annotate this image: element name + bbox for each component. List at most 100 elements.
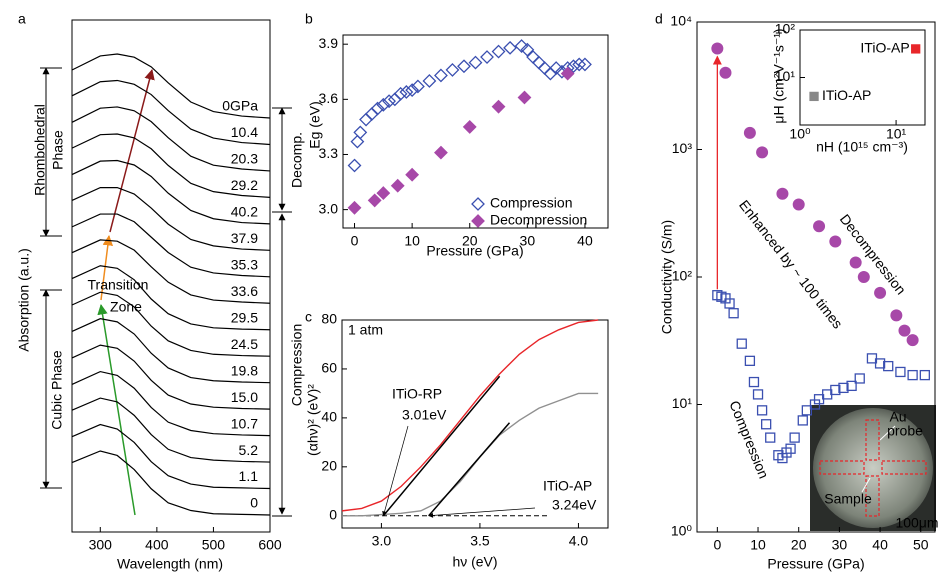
point: [789, 432, 800, 443]
y-tick-label: 10¹: [672, 395, 693, 411]
point: [809, 91, 819, 102]
y-tick-label: 10⁴: [670, 13, 692, 29]
y-tick-label: 3.3: [319, 145, 339, 161]
point: [890, 309, 903, 322]
panel-label: b: [305, 11, 313, 27]
y-tick-label: 20: [321, 458, 337, 474]
trend-arrow: [109, 68, 155, 233]
pressure-label: 40.2: [231, 204, 258, 220]
point: [503, 40, 517, 55]
point: [857, 271, 870, 283]
point: [367, 193, 382, 208]
plot-frame: [71, 19, 271, 533]
point: [748, 376, 760, 388]
point: [743, 126, 756, 139]
pressure-label: 19.8: [231, 362, 258, 378]
series-label: ITiO-AP: [543, 478, 592, 494]
point: [849, 256, 862, 269]
y-tick-label: 10³: [672, 140, 693, 156]
point: [724, 298, 735, 309]
point: [393, 86, 408, 101]
point: [883, 360, 894, 372]
pressure-label: 29.5: [231, 309, 258, 325]
point: [376, 186, 391, 200]
x-tick-label: 0: [351, 233, 359, 249]
point: [728, 308, 739, 319]
x-axis-label: Wavelength (nm): [117, 556, 223, 572]
point: [911, 44, 921, 54]
point: [514, 39, 529, 53]
y-tick-label: 40: [321, 409, 337, 425]
trend-arrow: [97, 303, 136, 516]
x-axis-label: hν (eV): [452, 554, 497, 570]
point: [761, 419, 772, 430]
point: [801, 405, 812, 416]
photo-inset: [810, 405, 936, 531]
point: [765, 432, 776, 443]
fit-line: [382, 375, 501, 517]
y-tick-label: 10¹: [775, 68, 796, 84]
x-tick-label: 40: [577, 233, 593, 249]
y-tick-label: 0: [329, 506, 337, 522]
x-tick-label: 0: [713, 537, 721, 553]
pressure-label: 0GPa: [222, 98, 258, 114]
pressure-label: 10.7: [231, 415, 258, 431]
x-tick-label: 10⁰: [789, 126, 811, 142]
band-gap-label: 3.24eV: [552, 497, 597, 513]
point: [526, 50, 541, 64]
x-tick-label: 10: [750, 537, 766, 553]
point: [370, 101, 385, 116]
spectrum: [71, 133, 271, 198]
legend-label: Compression: [490, 195, 572, 211]
x-axis-label: nH (10¹⁵ cm⁻³): [816, 139, 908, 155]
spectrum: [71, 370, 271, 437]
pressure-label: 0: [250, 495, 258, 511]
y-tick-label: 60: [321, 360, 337, 376]
point: [350, 134, 365, 149]
series-label: ITiO-RP: [392, 386, 442, 402]
point: [572, 57, 587, 72]
annotation: 100μm: [895, 515, 938, 531]
point: [756, 405, 768, 416]
spectrum: [71, 53, 271, 119]
point: [744, 355, 756, 366]
x-tick-label: 300: [89, 537, 113, 553]
y-tick-label: 80: [321, 311, 337, 327]
panel-label: d: [655, 11, 663, 27]
point: [410, 79, 425, 94]
point: [846, 380, 857, 392]
pressure-label: 29.2: [231, 177, 258, 193]
pressure-label: 1.1: [239, 468, 259, 484]
point: [517, 90, 532, 105]
panel-label: c: [305, 309, 312, 325]
point: [390, 178, 405, 193]
fit-line: [428, 422, 511, 517]
point: [776, 187, 789, 200]
point: [785, 443, 796, 454]
pressure-label: 37.9: [231, 230, 258, 246]
spectrum: [71, 291, 271, 357]
point: [736, 338, 747, 349]
x-tick-label: 400: [145, 537, 169, 553]
x-tick-label: 30: [832, 537, 848, 553]
x-tick-label: 3.5: [470, 533, 490, 549]
point: [560, 66, 575, 81]
point: [537, 61, 552, 76]
annotation: Decomp.: [289, 132, 305, 188]
point: [895, 366, 906, 378]
point: [434, 68, 448, 83]
pressure-label: 24.5: [231, 336, 258, 352]
x-tick-label: 500: [202, 537, 226, 553]
point: [531, 55, 546, 70]
spectrum: [71, 79, 271, 146]
phase-arrows: [40, 67, 292, 517]
y-tick-label: 3.9: [319, 35, 339, 51]
annotation: probe: [887, 423, 923, 439]
point: [382, 94, 397, 109]
x-tick-label: 30: [520, 233, 536, 249]
pressure-label: 33.6: [231, 283, 258, 299]
point: [434, 145, 448, 160]
y-axis-label: Absorption (a.u.): [16, 248, 32, 352]
point: [347, 200, 362, 215]
point: [399, 85, 414, 99]
